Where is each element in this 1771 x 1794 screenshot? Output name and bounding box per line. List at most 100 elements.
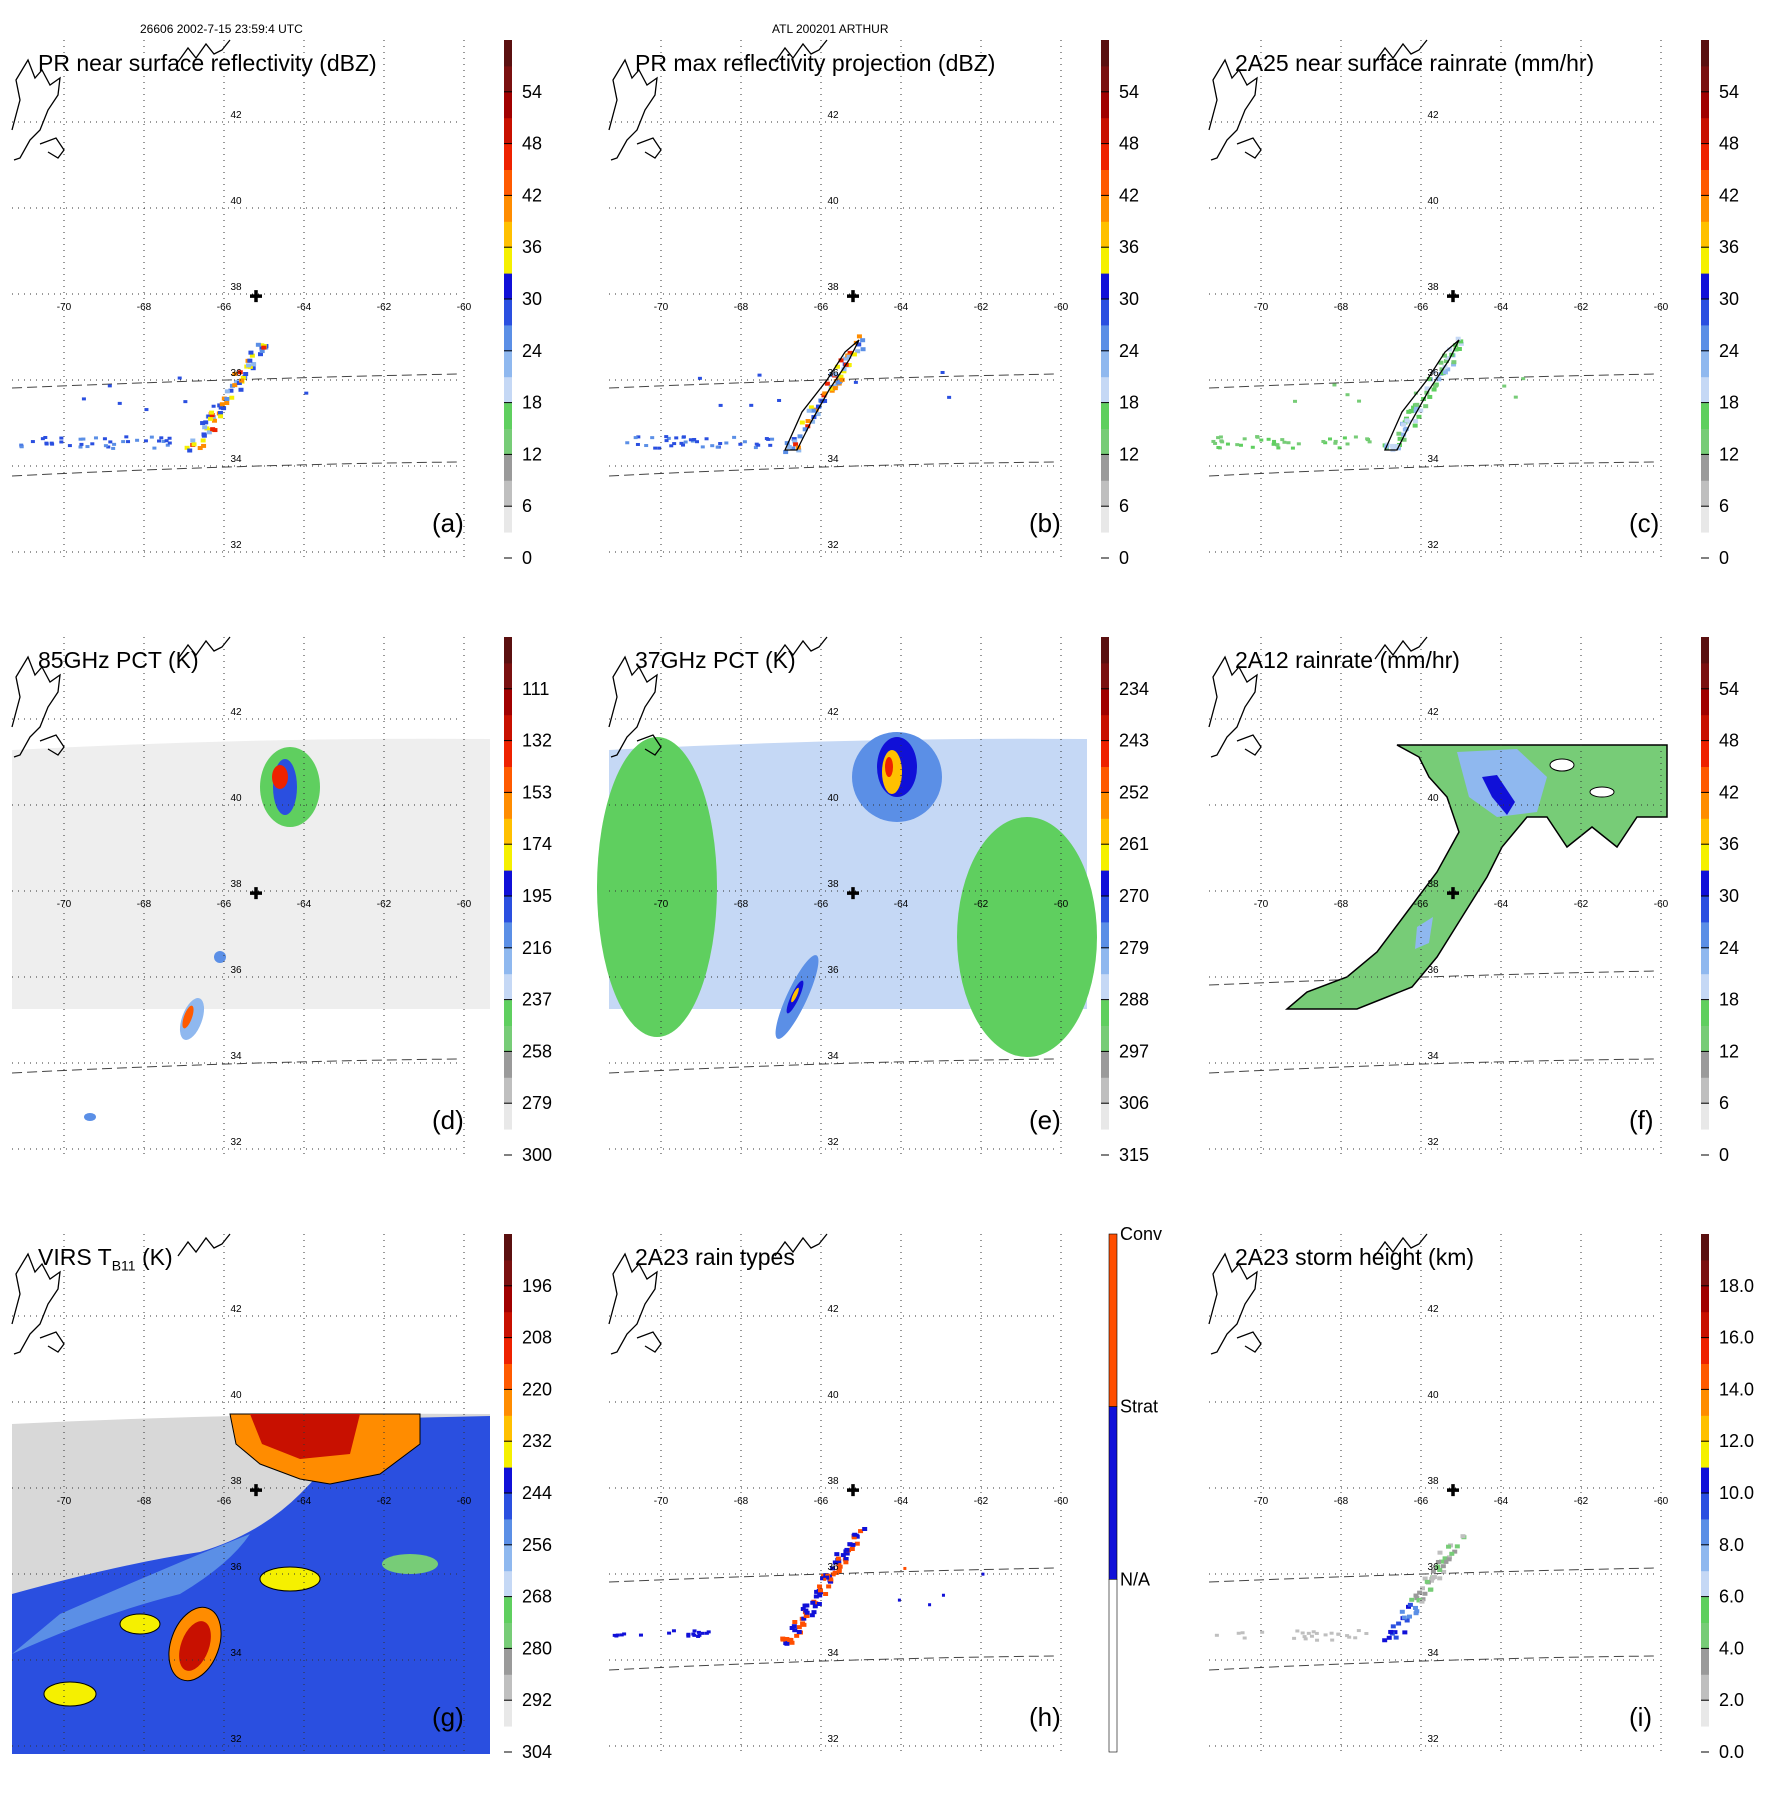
storm-center-marker [847, 290, 859, 303]
colorbar-tick-label: 297 [1119, 1041, 1149, 1061]
panel-title-text: 37GHz PCT (K) [635, 647, 796, 673]
colorbar-tick-label: 288 [1119, 990, 1149, 1010]
lat-lon-grid: 42 40 38 36 34 32 -70 -68 -66 -64 -62 -60 [609, 1234, 1069, 1752]
panel-letter: (a) [432, 508, 464, 538]
lat-label: 42 [1427, 707, 1439, 718]
colorbar-tick-label: 10.0 [1719, 1483, 1754, 1503]
panel-letter: (c) [1629, 508, 1660, 538]
lon-label: -70 [654, 899, 669, 910]
panel-letter: (g) [432, 1702, 464, 1732]
lon-label: -60 [1054, 1496, 1069, 1507]
colorbar-tick-label: 54 [1719, 679, 1739, 699]
panel-title: 2A23 storm height (km) [1235, 1244, 1474, 1271]
lat-label: 34 [230, 1648, 242, 1659]
lat-label: 32 [230, 1734, 242, 1745]
colorbar-tick-label: 279 [1119, 938, 1149, 958]
lat-label: 34 [230, 1051, 242, 1062]
colorbar-tick-label: 18 [522, 393, 542, 413]
colorbar-tick-label: 220 [522, 1379, 552, 1399]
panel-letter: (h) [1029, 1702, 1061, 1732]
lat-lon-grid: 42 40 38 36 34 32 -70 -68 -66 -64 -62 -60 [609, 637, 1069, 1155]
panel-i: 42 40 38 36 34 32 -70 -68 -66 -64 -62 -60 18.0 16.0 14… [1197, 1233, 1757, 1794]
lon-label: -64 [894, 899, 909, 910]
storm-center-marker [847, 1484, 859, 1497]
lon-label: -62 [377, 302, 392, 313]
lat-label: 42 [1427, 1304, 1439, 1315]
lat-label: 36 [1427, 965, 1439, 976]
lon-label: -64 [297, 1496, 312, 1507]
colorbar-tick-label: 24 [1119, 341, 1139, 361]
colorbar-tick-label: 42 [1119, 185, 1139, 205]
colorbar-tick-label: 234 [1119, 679, 1149, 699]
lat-label: 34 [230, 454, 242, 465]
lon-label: -64 [1494, 302, 1509, 313]
lon-label: -70 [654, 302, 669, 313]
precip-field [19, 342, 309, 453]
colorbar-tick-label: 244 [522, 1483, 552, 1503]
colorbar-tick-label: 270 [1119, 886, 1149, 906]
colorbar-tick-label: 153 [522, 782, 552, 802]
lon-label: -60 [1654, 899, 1669, 910]
panel-title: 37GHz PCT (K) [635, 647, 796, 674]
lon-label: -60 [457, 302, 472, 313]
lon-label: -70 [1254, 899, 1269, 910]
colorbar-tick-label: 306 [1119, 1093, 1149, 1113]
colorbar-tick-label: 0 [1719, 1145, 1729, 1165]
panel-title: PR near surface reflectivity (dBZ) [38, 50, 377, 77]
lon-label: -62 [974, 1496, 989, 1507]
lat-label: 32 [1427, 1734, 1439, 1745]
lat-label: 34 [827, 1648, 839, 1659]
lat-lon-grid: 42 40 38 36 34 32 -70 -68 -66 -64 -62 -60 [1209, 1234, 1669, 1752]
panel-title-text: 2A12 rainrate (mm/hr) [1235, 647, 1460, 673]
lon-label: -60 [1054, 899, 1069, 910]
colorbar-tick-label: 292 [522, 1690, 552, 1710]
panel-title: VIRS TB11 (K) [38, 1244, 173, 1274]
lat-label: 32 [827, 1137, 839, 1148]
pr-swath-edges [608, 1567, 1058, 1671]
lon-label: -68 [734, 302, 749, 313]
coastline [11, 1233, 231, 1355]
colorbar-tick-label: 0 [522, 548, 532, 568]
pr-swath-edges [1208, 970, 1658, 1074]
panel-title-text: 2A23 rain types [635, 1244, 795, 1270]
colorbar-tick-label: 216 [522, 938, 552, 958]
lat-label: 42 [827, 707, 839, 718]
lat-label: 38 [230, 879, 242, 890]
lon-label: -62 [974, 899, 989, 910]
colorbar-category-label: Conv [1120, 1224, 1162, 1244]
lon-label: -60 [1654, 1496, 1669, 1507]
lat-label: 40 [1427, 793, 1439, 804]
header-storm-name: ATL 200201 ARTHUR [772, 22, 889, 36]
lat-label: 40 [230, 793, 242, 804]
storm-center-marker [1447, 887, 1459, 900]
lat-label: 38 [827, 282, 839, 293]
lat-lon-grid: 42 40 38 36 34 32 -70 -68 -66 -64 -62 -60 [609, 40, 1069, 558]
colorbar-tick-label: 12 [1119, 444, 1139, 464]
colorbar-tick-label: 48 [1119, 134, 1139, 154]
colorbar-tick-label: 36 [1719, 237, 1739, 257]
lon-label: -62 [1574, 302, 1589, 313]
lon-label: -64 [894, 302, 909, 313]
storm-center-marker [250, 1484, 262, 1497]
panel-title: 2A12 rainrate (mm/hr) [1235, 647, 1460, 674]
colorbar-tick-label: 315 [1119, 1145, 1149, 1165]
colorbar-tick-label: 36 [522, 237, 542, 257]
lon-label: -70 [57, 302, 72, 313]
lat-label: 42 [1427, 110, 1439, 121]
panel-g: 42 40 38 36 34 32 -70 -68 -66 -64 -62 -60 196 208 220 2… [0, 1233, 560, 1794]
ir-brightness-field [12, 1413, 490, 1754]
coastline [608, 39, 828, 161]
colorbar-tick-label: 18.0 [1719, 1276, 1754, 1296]
lon-label: -68 [137, 1496, 152, 1507]
colorbar-tick-label: 196 [522, 1276, 552, 1296]
lon-label: -66 [1414, 302, 1429, 313]
lon-label: -68 [734, 1496, 749, 1507]
colorbar-tick-label: 30 [1719, 289, 1739, 309]
colorbar-tick-label: 261 [1119, 834, 1149, 854]
panel-title-text: 85GHz PCT (K) [38, 647, 199, 673]
lat-label: 36 [230, 965, 242, 976]
colorbar-tick-label: 48 [1719, 134, 1739, 154]
lat-label: 40 [1427, 196, 1439, 207]
